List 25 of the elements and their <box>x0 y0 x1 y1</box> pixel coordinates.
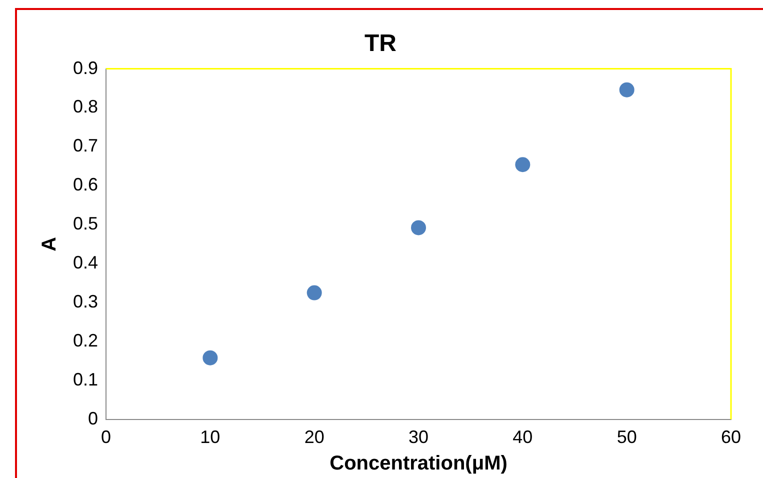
y-tick-label: 0.6 <box>72 174 98 195</box>
x-tick-label: 20 <box>304 427 324 448</box>
x-tick-label: 60 <box>720 427 742 448</box>
y-tick-label: 0.2 <box>72 330 98 350</box>
x-axis-title: Concentration(μM) <box>330 452 508 475</box>
point <box>515 157 530 172</box>
x-tick-label: 40 <box>512 427 533 448</box>
y-axis-title: A <box>38 236 61 252</box>
point <box>202 350 218 366</box>
y-tick-label: 0.3 <box>72 292 98 312</box>
x-tick-label: 10 <box>200 427 220 448</box>
point <box>411 220 426 236</box>
y-tick-label: 0.8 <box>72 96 98 117</box>
point <box>619 82 634 98</box>
y-tick-label: 0.1 <box>72 369 98 390</box>
y-tick-label: 0.9 <box>72 58 98 78</box>
x-tick-label: 0 <box>101 427 112 448</box>
y-tick-label: 0.7 <box>72 136 98 156</box>
x-tick-label: 30 <box>408 427 429 448</box>
y-tick-label: 0 <box>88 408 98 428</box>
y-tick-label: 0.4 <box>72 252 98 273</box>
point <box>306 285 322 300</box>
x-tick-label: 50 <box>616 427 637 448</box>
y-tick-label: 0.5 <box>72 214 98 234</box>
chart-title: TR <box>364 30 396 58</box>
